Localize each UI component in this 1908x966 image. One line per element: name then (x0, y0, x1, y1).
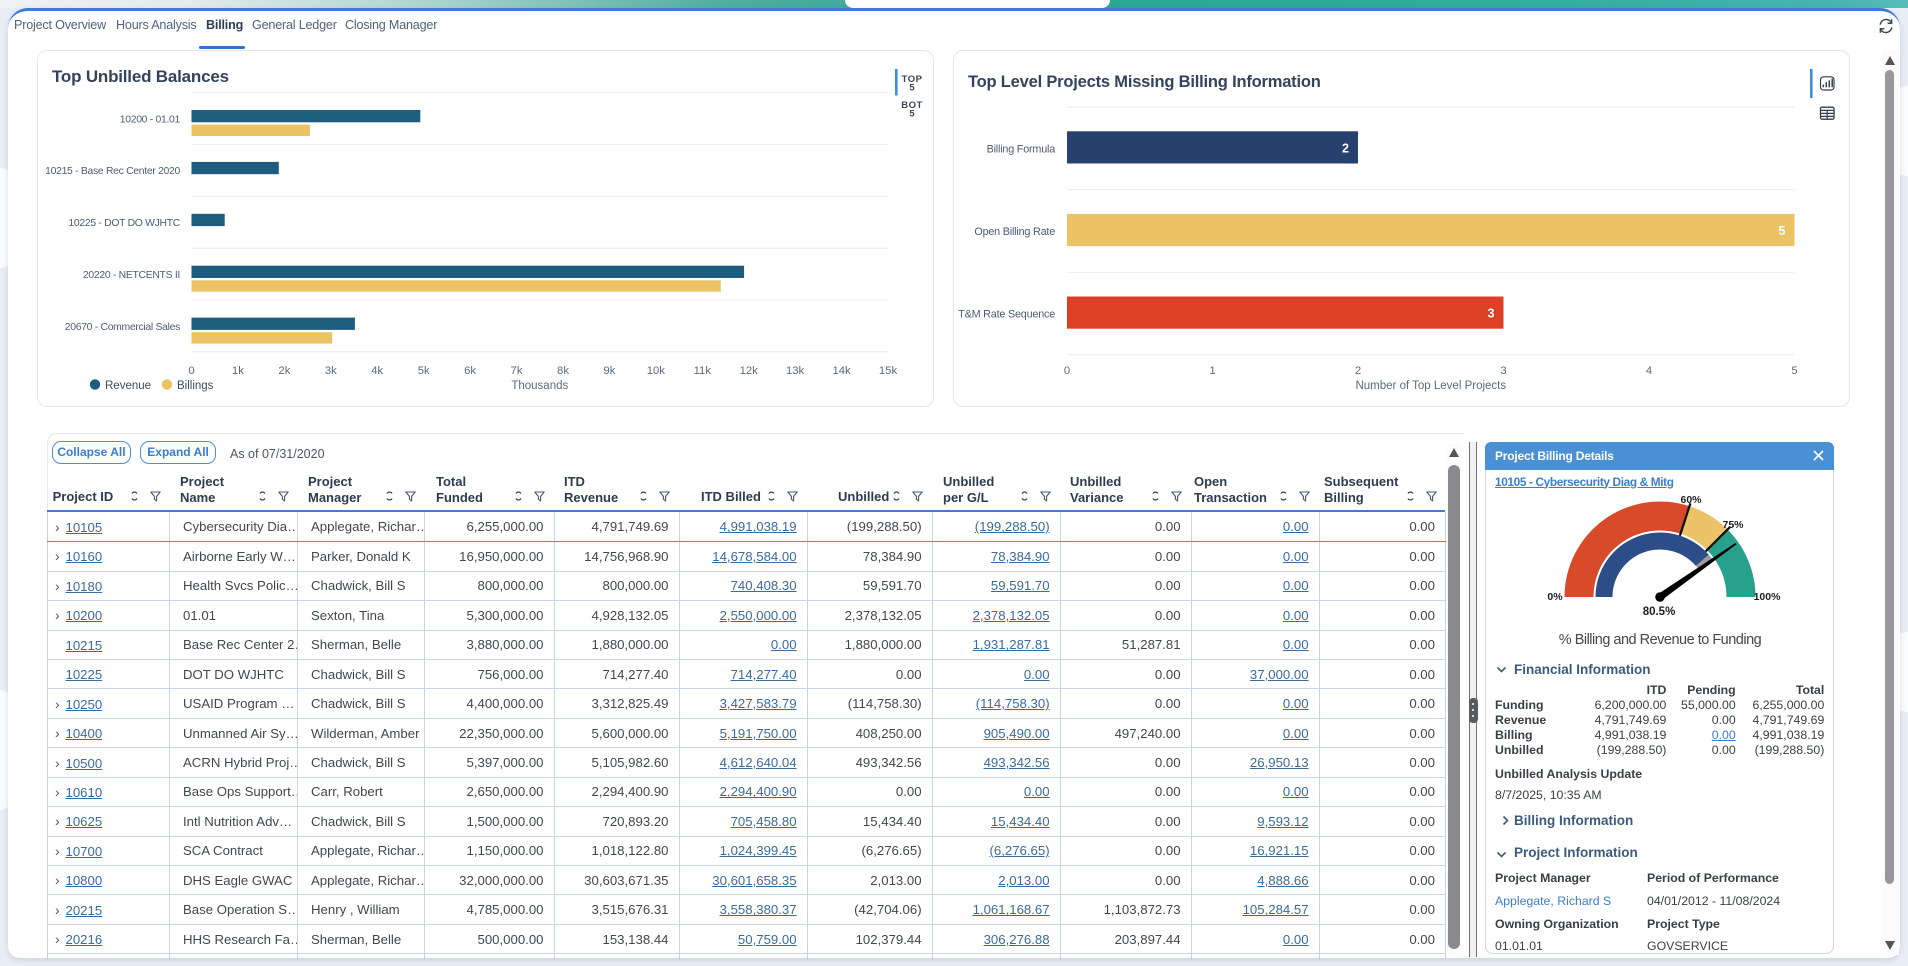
svg-text:20220 - NETCENTS II: 20220 - NETCENTS II (83, 270, 180, 281)
svg-text:0: 0 (1064, 365, 1070, 377)
svg-text:BOT: BOT (901, 100, 923, 111)
svg-text:Billing Formula: Billing Formula (987, 143, 1056, 155)
svg-text:7k: 7k (511, 365, 523, 377)
svg-text:3: 3 (1500, 365, 1506, 377)
svg-text:4k: 4k (371, 365, 383, 377)
svg-text:5: 5 (909, 83, 915, 94)
svg-text:100%: 100% (1754, 591, 1782, 603)
svg-text:5: 5 (1791, 365, 1797, 377)
svg-text:0%: 0% (1547, 591, 1563, 603)
svg-text:3: 3 (1488, 307, 1495, 321)
svg-text:4: 4 (1646, 365, 1652, 377)
svg-text:3k: 3k (325, 365, 337, 377)
svg-text:8k: 8k (557, 365, 569, 377)
svg-text:10215 - Base Rec Center 2020: 10215 - Base Rec Center 2020 (45, 166, 180, 177)
svg-text:10225 - DOT DO WJHTC: 10225 - DOT DO WJHTC (68, 218, 180, 229)
svg-text:0: 0 (188, 365, 194, 377)
svg-text:60%: 60% (1680, 494, 1702, 506)
svg-text:6k: 6k (464, 365, 476, 377)
svg-text:9k: 9k (603, 365, 615, 377)
svg-text:Number of Top Level Projects: Number of Top Level Projects (1355, 380, 1506, 392)
svg-text:12k: 12k (740, 365, 759, 377)
svg-text:Revenue: Revenue (105, 380, 151, 392)
svg-text:Top Unbilled Balances: Top Unbilled Balances (52, 67, 229, 86)
svg-text:Billings: Billings (177, 380, 214, 392)
svg-text:10k: 10k (647, 365, 666, 377)
svg-text:TOP: TOP (902, 74, 923, 85)
svg-text:T&M Rate Sequence: T&M Rate Sequence (958, 309, 1055, 321)
svg-text:13k: 13k (786, 365, 805, 377)
svg-text:75%: 75% (1722, 519, 1744, 531)
svg-text:2k: 2k (278, 365, 290, 377)
svg-text:5: 5 (909, 109, 915, 120)
svg-text:15k: 15k (879, 365, 898, 377)
svg-text:14k: 14k (832, 365, 851, 377)
svg-text:Open Billing Rate: Open Billing Rate (974, 226, 1055, 238)
svg-text:10200 - 01.01: 10200 - 01.01 (120, 114, 181, 125)
svg-text:2: 2 (1342, 141, 1349, 155)
svg-text:Top Level Projects Missing Bil: Top Level Projects Missing Billing Infor… (968, 73, 1321, 91)
svg-text:5k: 5k (418, 365, 430, 377)
svg-text:Thousands: Thousands (511, 380, 568, 392)
svg-text:20670 - Commercial Sales: 20670 - Commercial Sales (65, 322, 180, 333)
svg-text:2: 2 (1355, 365, 1361, 377)
svg-text:5: 5 (1779, 224, 1786, 238)
svg-text:1: 1 (1209, 365, 1215, 377)
svg-text:80.5%: 80.5% (1643, 606, 1676, 618)
svg-text:11k: 11k (694, 365, 712, 377)
svg-text:1k: 1k (232, 365, 244, 377)
